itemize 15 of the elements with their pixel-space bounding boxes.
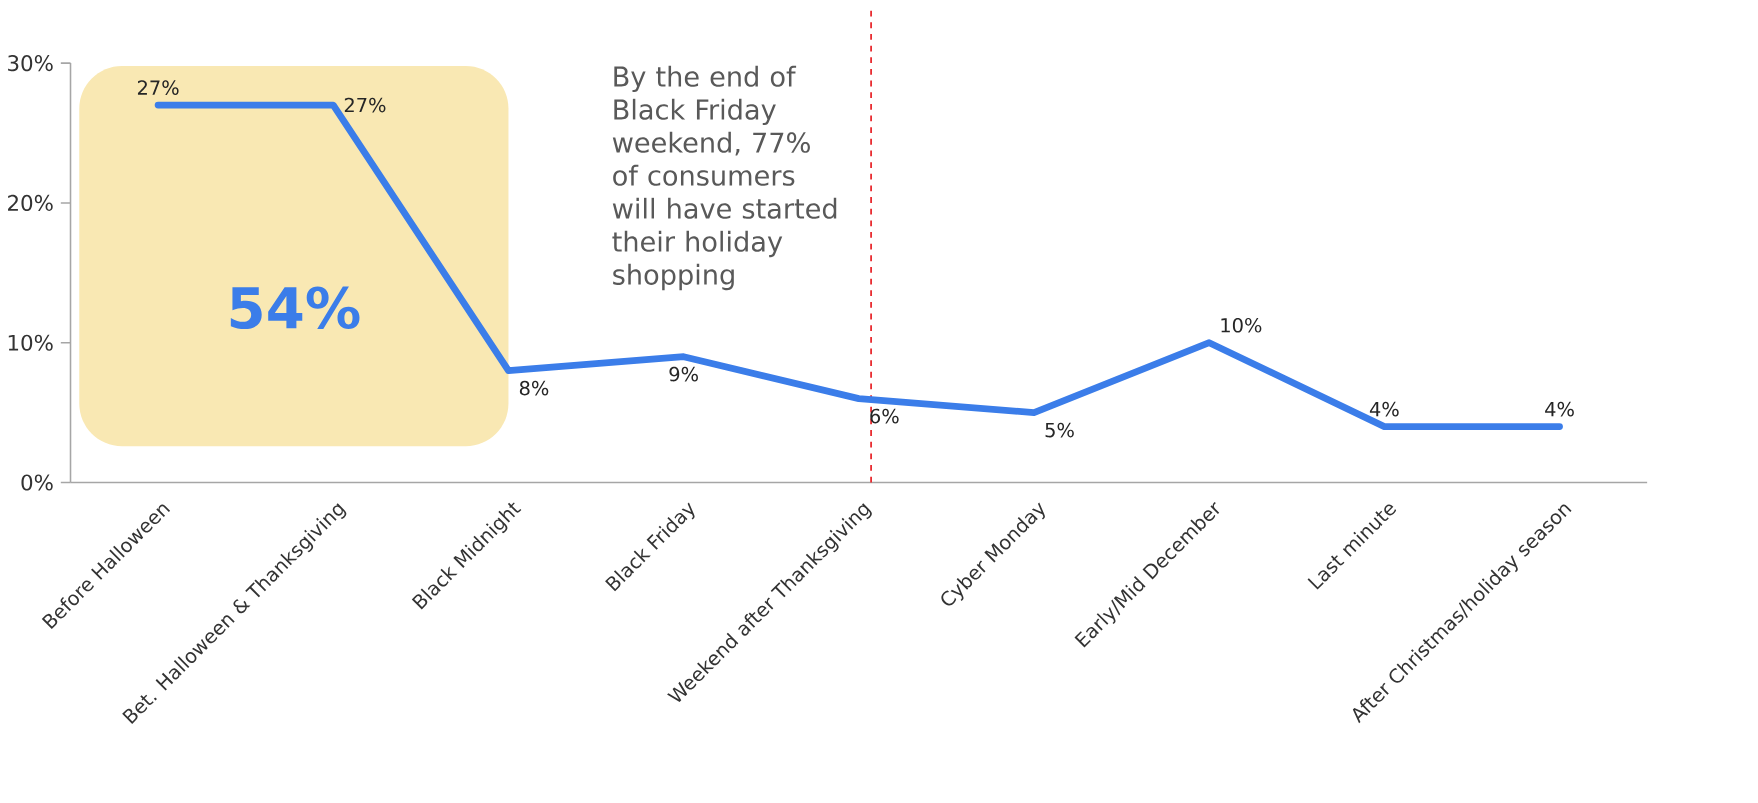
band-label: 54% xyxy=(230,286,360,330)
annotation: By the end of Black Friday weekend, 77% of consumers will have started their holiday shopping xyxy=(612,65,837,291)
data-label: 27% xyxy=(344,97,386,113)
data-label: 6% xyxy=(870,408,899,424)
y-tick-label: 0% xyxy=(21,474,53,491)
y-tick-label: 20% xyxy=(8,194,53,212)
data-label: 5% xyxy=(1045,422,1074,438)
data-label: 4% xyxy=(1545,401,1574,417)
data-label: 27% xyxy=(137,80,179,96)
data-label: 8% xyxy=(519,380,549,396)
data-label: 4% xyxy=(1369,401,1399,417)
y-tick-label: 30% xyxy=(8,55,53,72)
data-label: 10% xyxy=(1221,317,1262,333)
data-label: 9% xyxy=(669,366,698,382)
y-tick-label: 10% xyxy=(8,334,53,351)
